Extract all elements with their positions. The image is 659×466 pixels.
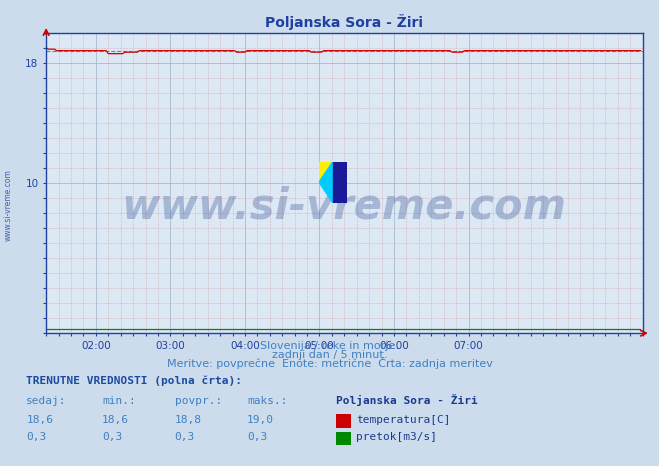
Polygon shape — [333, 162, 347, 203]
Text: sedaj:: sedaj: — [26, 396, 67, 406]
Text: zadnji dan / 5 minut.: zadnji dan / 5 minut. — [272, 350, 387, 360]
Title: Poljanska Sora - Žiri: Poljanska Sora - Žiri — [266, 14, 423, 30]
Text: 0,3: 0,3 — [247, 432, 268, 442]
Text: Meritve: povprečne  Enote: metrične  Črta: zadnja meritev: Meritve: povprečne Enote: metrične Črta:… — [167, 357, 492, 369]
Text: pretok[m3/s]: pretok[m3/s] — [356, 432, 437, 442]
Text: 0,3: 0,3 — [102, 432, 123, 442]
Polygon shape — [319, 162, 333, 203]
Text: TRENUTNE VREDNOSTI (polna črta):: TRENUTNE VREDNOSTI (polna črta): — [26, 376, 243, 386]
Text: 18,8: 18,8 — [175, 415, 202, 425]
Text: min.:: min.: — [102, 396, 136, 406]
Text: maks.:: maks.: — [247, 396, 287, 406]
Text: 18,6: 18,6 — [102, 415, 129, 425]
Text: 19,0: 19,0 — [247, 415, 274, 425]
Polygon shape — [319, 162, 333, 182]
Text: 18,6: 18,6 — [26, 415, 53, 425]
Text: Poljanska Sora - Žiri: Poljanska Sora - Žiri — [336, 394, 478, 406]
Text: www.si-vreme.com: www.si-vreme.com — [122, 186, 567, 228]
Text: Slovenija / reke in morje.: Slovenija / reke in morje. — [260, 341, 399, 350]
Text: povpr.:: povpr.: — [175, 396, 222, 406]
Text: 0,3: 0,3 — [26, 432, 47, 442]
Text: 0,3: 0,3 — [175, 432, 195, 442]
Text: www.si-vreme.com: www.si-vreme.com — [4, 169, 13, 241]
Text: temperatura[C]: temperatura[C] — [356, 415, 450, 425]
